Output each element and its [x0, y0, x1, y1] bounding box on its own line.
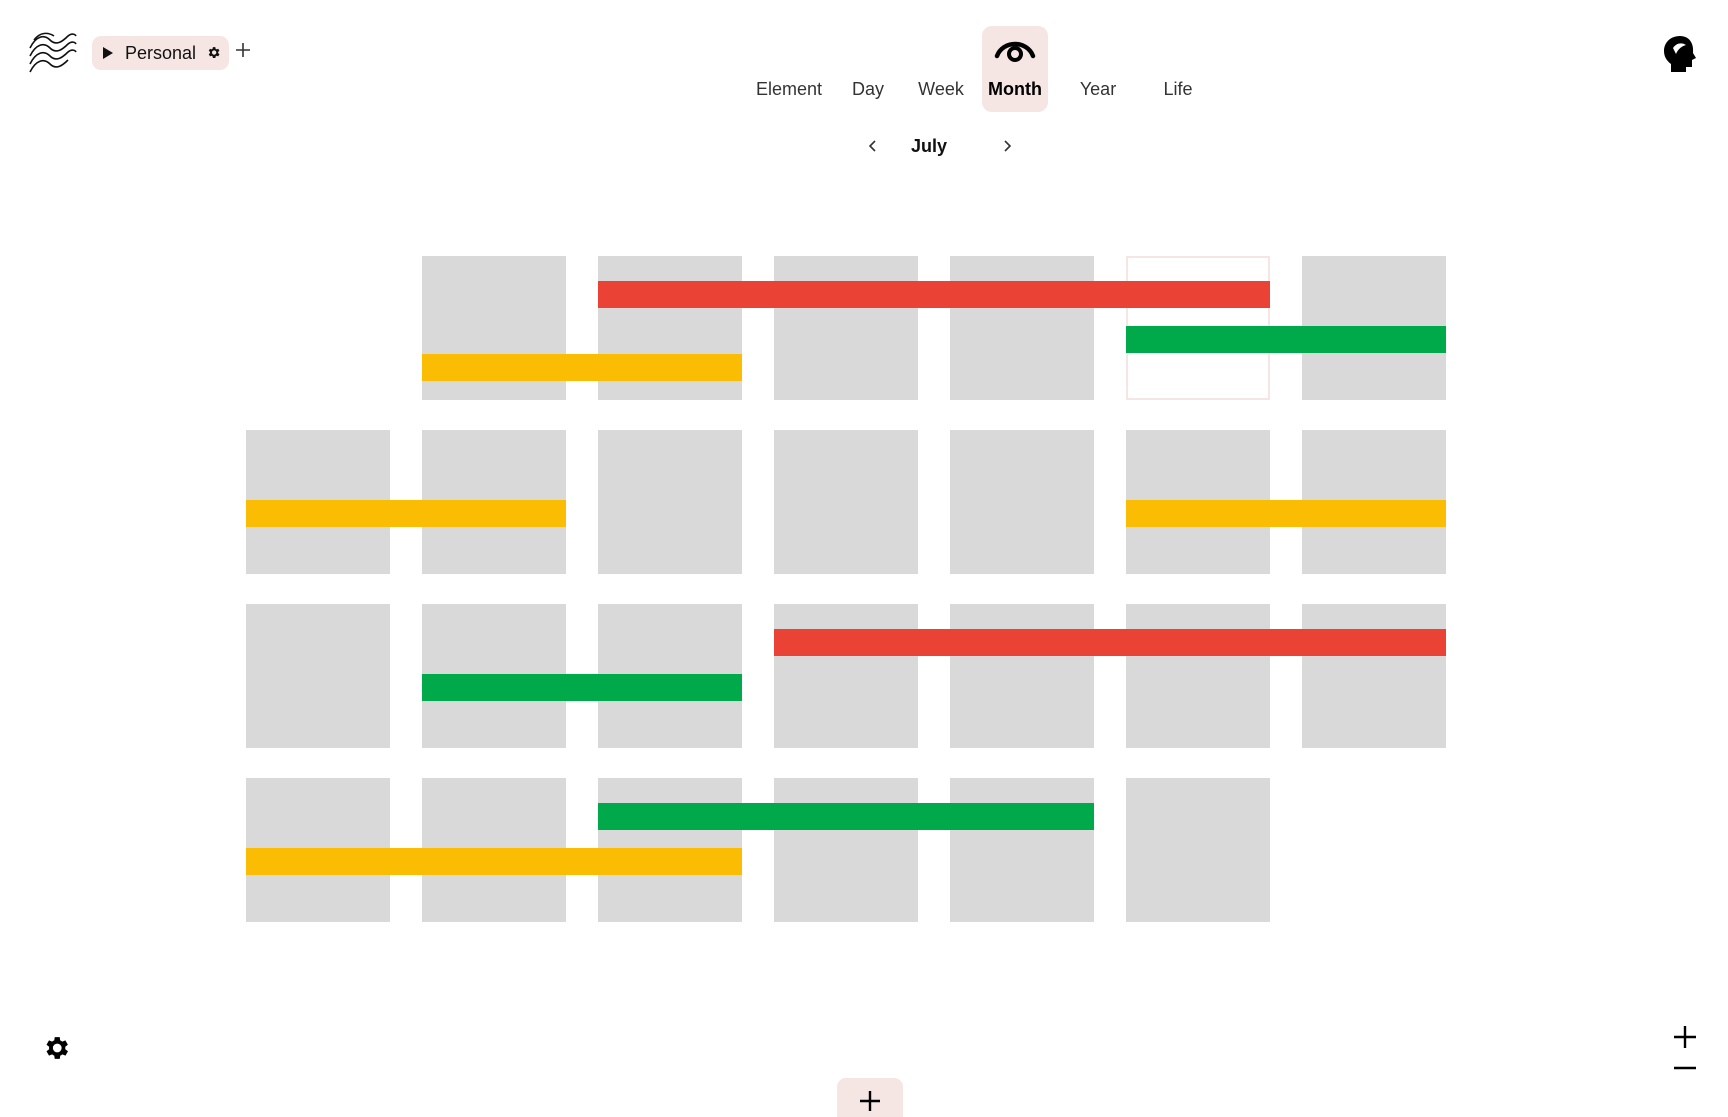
tab-label: Element	[755, 79, 823, 99]
workspace-name: Personal	[125, 42, 197, 63]
day-cell[interactable]	[950, 430, 1094, 574]
day-cell[interactable]	[774, 778, 918, 922]
day-cell[interactable]	[950, 256, 1094, 400]
month-label: July	[910, 136, 948, 156]
zoom-out-icon[interactable]	[1673, 1063, 1697, 1073]
day-cell[interactable]	[774, 256, 918, 400]
workspace-selector[interactable]: Personal	[92, 36, 229, 70]
eye-icon	[994, 41, 1036, 62]
event-bar[interactable]	[598, 281, 1270, 308]
tab-year[interactable]: Year	[1070, 26, 1126, 112]
day-cell[interactable]	[774, 430, 918, 574]
tab-label: Month	[988, 79, 1042, 99]
tab-week[interactable]: Week	[912, 26, 970, 112]
tab-life[interactable]: Life	[1150, 26, 1206, 112]
settings-gear-icon[interactable]	[41, 1033, 71, 1063]
event-bar[interactable]	[422, 354, 742, 381]
plus-icon	[860, 1091, 880, 1111]
play-icon[interactable]	[102, 46, 114, 60]
chevron-left-icon[interactable]	[866, 138, 880, 154]
day-cell[interactable]	[1302, 604, 1446, 748]
month-navigation: July	[860, 134, 1014, 160]
day-cell[interactable]	[950, 778, 1094, 922]
add-event-button[interactable]	[837, 1078, 903, 1117]
day-cell[interactable]	[774, 604, 918, 748]
zoom-in-icon[interactable]	[1673, 1025, 1697, 1049]
day-cell[interactable]	[1126, 778, 1270, 922]
event-bar[interactable]	[246, 848, 742, 875]
logo-icon[interactable]	[28, 30, 78, 74]
add-workspace-icon[interactable]	[235, 42, 251, 58]
event-bar[interactable]	[246, 500, 566, 527]
event-bar[interactable]	[598, 803, 1094, 830]
tab-day[interactable]: Day	[846, 26, 890, 112]
event-bar[interactable]	[1126, 500, 1446, 527]
day-cell[interactable]	[950, 604, 1094, 748]
day-cell[interactable]	[246, 604, 390, 748]
profile-head-icon[interactable]	[1662, 34, 1698, 74]
tab-label: Day	[851, 79, 884, 99]
tab-month[interactable]: Month	[982, 26, 1048, 112]
tab-label: Week	[918, 79, 964, 99]
event-bar[interactable]	[1126, 326, 1446, 353]
event-bar[interactable]	[422, 674, 742, 701]
chevron-right-icon[interactable]	[1000, 138, 1014, 154]
day-cell[interactable]	[1126, 604, 1270, 748]
tab-element[interactable]: Element	[752, 26, 826, 112]
day-cell[interactable]	[598, 430, 742, 574]
tab-label: Year	[1079, 79, 1117, 99]
tab-label: Life	[1163, 79, 1193, 99]
workspace-settings-icon[interactable]	[206, 45, 221, 60]
event-bar[interactable]	[774, 629, 1446, 656]
